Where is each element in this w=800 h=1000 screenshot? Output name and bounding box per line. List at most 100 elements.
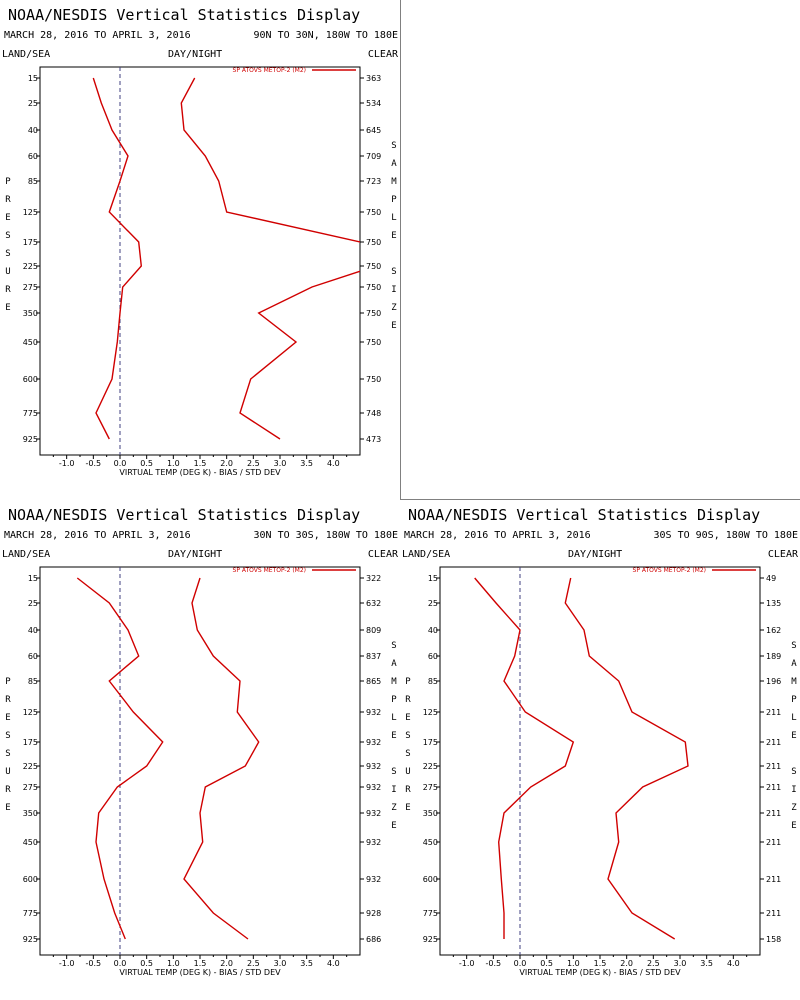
sample-size-value: 211: [766, 708, 781, 717]
sample-size-value: 928: [366, 909, 381, 918]
sample-size-letter: E: [391, 321, 396, 331]
y-tick-label: 40: [428, 626, 438, 635]
clear-label: CLEAR: [368, 549, 399, 560]
sample-size-value: 645: [366, 126, 381, 135]
x-axis-label: VIRTUAL TEMP (DEG K) - BIAS / STD DEV: [119, 968, 281, 977]
sample-size-letter: S: [391, 267, 396, 277]
sample-size-value: 837: [366, 652, 381, 661]
x-tick-label: 1.5: [194, 959, 207, 968]
sample-size-letter: E: [391, 731, 396, 741]
x-tick-label: 2.0: [220, 959, 233, 968]
legend-label: SP ATOVS METOP-2 (M2): [633, 567, 706, 574]
pressure-letter: E: [5, 303, 10, 313]
day-night-label: DAY/NIGHT: [568, 549, 622, 560]
date-range: MARCH 28, 2016 TO APRIL 3, 2016: [4, 530, 191, 541]
day-night-label: DAY/NIGHT: [168, 549, 222, 560]
sample-size-letter: S: [791, 767, 796, 777]
sample-size-letter: S: [791, 641, 796, 651]
y-tick-label: 15: [28, 574, 38, 583]
sample-size-letter: P: [391, 195, 397, 205]
sample-size-letter: S: [391, 141, 396, 151]
sample-size-value: 750: [366, 283, 381, 292]
y-tick-label: 85: [428, 677, 438, 686]
sample-size-letter: S: [391, 767, 396, 777]
y-tick-label: 600: [23, 375, 38, 384]
sample-size-value: 211: [766, 875, 781, 884]
sample-size-value: 158: [766, 935, 781, 944]
sample-size-value: 748: [366, 409, 381, 418]
x-tick-label: 4.0: [327, 459, 340, 468]
sample-size-value: 211: [766, 909, 781, 918]
date-range: MARCH 28, 2016 TO APRIL 3, 2016: [404, 530, 591, 541]
pressure-letter: R: [5, 195, 11, 205]
pressure-letter: U: [405, 767, 410, 777]
sample-size-value: 211: [766, 783, 781, 792]
x-tick-label: -0.5: [86, 459, 102, 468]
y-tick-label: 600: [423, 875, 438, 884]
sample-size-value: 632: [366, 599, 381, 608]
vertical-stats-chart: NOAA/NESDIS Vertical Statistics Display M…: [2, 506, 399, 977]
x-tick-label: 0.0: [114, 959, 127, 968]
sample-size-letter: A: [391, 659, 397, 669]
sample-size-letter: E: [791, 731, 796, 741]
pressure-letter: R: [5, 695, 11, 705]
x-tick-label: -1.0: [59, 959, 75, 968]
y-tick-label: 225: [23, 262, 38, 271]
chart-panel-north: NOAA/NESDIS Vertical Statistics Display M…: [0, 0, 400, 500]
pressure-letter: S: [5, 231, 10, 241]
sample-size-value: 135: [766, 599, 781, 608]
sample-size-letter: L: [391, 213, 396, 223]
land-sea-label: LAND/SEA: [402, 549, 450, 560]
sample-size-letter: Z: [791, 803, 797, 813]
pressure-letter: P: [5, 177, 11, 187]
x-tick-label: 3.0: [274, 959, 287, 968]
y-tick-label: 60: [428, 652, 438, 661]
sample-size-value: 211: [766, 762, 781, 771]
x-tick-label: 0.0: [514, 959, 527, 968]
x-tick-label: -1.0: [59, 459, 75, 468]
sample-size-value: 932: [366, 708, 381, 717]
x-tick-label: 0.5: [140, 459, 153, 468]
pressure-letter: R: [405, 695, 411, 705]
y-tick-label: 450: [23, 838, 38, 847]
y-tick-label: 775: [23, 909, 38, 918]
plot-frame: [439, 566, 761, 956]
region-label: 30N TO 30S, 180W TO 180E: [254, 530, 399, 541]
sample-size-letter: L: [791, 713, 796, 723]
sample-size-letter: P: [791, 695, 797, 705]
y-tick-label: 350: [23, 309, 38, 318]
date-range: MARCH 28, 2016 TO APRIL 3, 2016: [4, 30, 191, 41]
y-tick-label: 775: [23, 409, 38, 418]
x-tick-label: -0.5: [86, 959, 102, 968]
x-tick-label: -0.5: [486, 959, 502, 968]
pressure-letter: E: [5, 713, 10, 723]
sample-size-value: 932: [366, 838, 381, 847]
y-tick-label: 225: [423, 762, 438, 771]
sample-size-value: 750: [366, 238, 381, 247]
sample-size-value: 865: [366, 677, 381, 686]
y-tick-label: 275: [23, 783, 38, 792]
sample-size-value: 363: [366, 74, 381, 83]
sample-size-letter: S: [391, 641, 396, 651]
x-tick-label: 1.0: [167, 959, 180, 968]
sample-size-value: 196: [766, 677, 781, 686]
legend-label: SP ATOVS METOP-2 (M2): [233, 67, 306, 74]
y-tick-label: 15: [28, 74, 38, 83]
x-axis-label: VIRTUAL TEMP (DEG K) - BIAS / STD DEV: [119, 468, 281, 477]
land-sea-label: LAND/SEA: [2, 549, 50, 560]
pressure-letter: S: [5, 749, 10, 759]
sample-size-letter: Z: [391, 803, 397, 813]
bias-series-line: [76, 577, 164, 940]
sample-size-value: 750: [366, 338, 381, 347]
x-tick-label: 0.5: [140, 959, 153, 968]
x-tick-label: 1.5: [194, 459, 207, 468]
y-tick-label: 275: [423, 783, 438, 792]
pressure-letter: E: [5, 213, 10, 223]
pressure-letter: P: [405, 677, 411, 687]
sample-size-value: 932: [366, 875, 381, 884]
legend-label: SP ATOVS METOP-2 (M2): [233, 567, 306, 574]
x-tick-label: 2.0: [620, 959, 633, 968]
chart-panel-tropics: NOAA/NESDIS Vertical Statistics Display M…: [0, 500, 400, 1000]
x-tick-label: 0.0: [114, 459, 127, 468]
y-tick-label: 125: [423, 708, 438, 717]
